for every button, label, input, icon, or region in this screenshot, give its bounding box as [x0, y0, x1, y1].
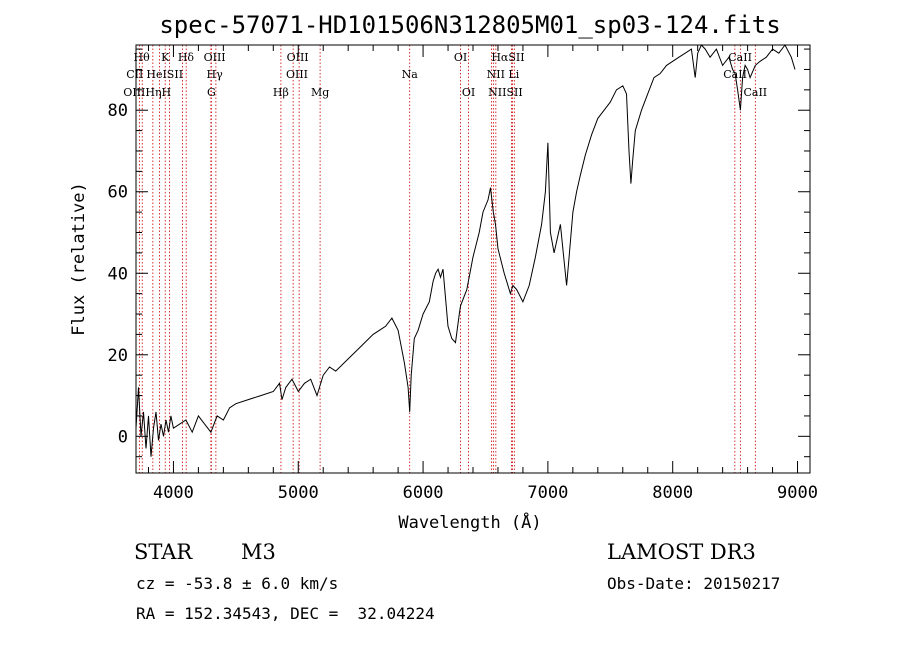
- line-label: HeISII: [146, 68, 183, 81]
- line-label: OI: [462, 86, 475, 99]
- line-label: Hδ: [178, 51, 195, 64]
- coordinates: RA = 152.34543, DEC = 32.04224: [136, 604, 435, 623]
- x-tick-label: 7000: [527, 483, 568, 503]
- survey-name: LAMOST DR3: [607, 540, 756, 564]
- y-axis-label: Flux (relative): [69, 182, 89, 336]
- y-tick-label: 20: [108, 346, 128, 366]
- x-axis-ticks: 4000 5000 6000 7000 8000 9000: [147, 45, 818, 503]
- y-tick-label: 60: [108, 183, 128, 203]
- x-tick-label: 6000: [403, 483, 444, 503]
- line-label: Hθ: [134, 51, 151, 64]
- y-tick-label: 0: [118, 427, 128, 447]
- x-tick-label: 9000: [777, 483, 818, 503]
- x-tick-label: 8000: [652, 483, 693, 503]
- line-label: CaII: [728, 51, 752, 64]
- x-tick-label: 5000: [278, 483, 319, 503]
- chart-title: spec-57071-HD101506N312805M01_sp03-124.f…: [159, 11, 780, 39]
- object-subclass: M3: [241, 540, 276, 564]
- observation-date: Obs-Date: 20150217: [607, 574, 781, 593]
- line-label: Hβ: [273, 86, 289, 99]
- y-tick-label: 80: [108, 101, 128, 121]
- spectral-line-labels: Hθ K Hδ OIII OIII OI HαSII CaII CII HeISII Hγ OIII N…: [123, 51, 767, 99]
- line-label: NII Li: [487, 68, 520, 81]
- line-label: OIII: [286, 68, 308, 81]
- line-label: OIII: [204, 51, 226, 64]
- line-label: OIII: [287, 51, 309, 64]
- line-label: NIISII: [488, 86, 523, 99]
- line-label: G: [207, 86, 216, 99]
- line-label: Na: [402, 68, 419, 81]
- object-class: STAR: [134, 540, 193, 564]
- line-label: Mg: [311, 86, 329, 99]
- line-label: OI: [454, 51, 467, 64]
- spectral-line-markers: [138, 45, 756, 473]
- y-tick-label: 40: [108, 264, 128, 284]
- x-tick-label: 4000: [153, 483, 194, 503]
- line-label: HαSII: [491, 51, 524, 64]
- line-label: OIIIHηH: [123, 86, 171, 99]
- line-label: CaII: [743, 86, 767, 99]
- x-axis-label: Wavelength (Å): [398, 511, 541, 533]
- redshift-value: cz = -53.8 ± 6.0 km/s: [136, 574, 339, 593]
- line-label: Hγ: [207, 68, 224, 81]
- line-label: K: [161, 51, 170, 64]
- spectrum-series-line: [135, 44, 796, 457]
- y-axis-ticks: 0 20 40 60 80: [108, 48, 810, 458]
- line-label: CII: [126, 68, 143, 81]
